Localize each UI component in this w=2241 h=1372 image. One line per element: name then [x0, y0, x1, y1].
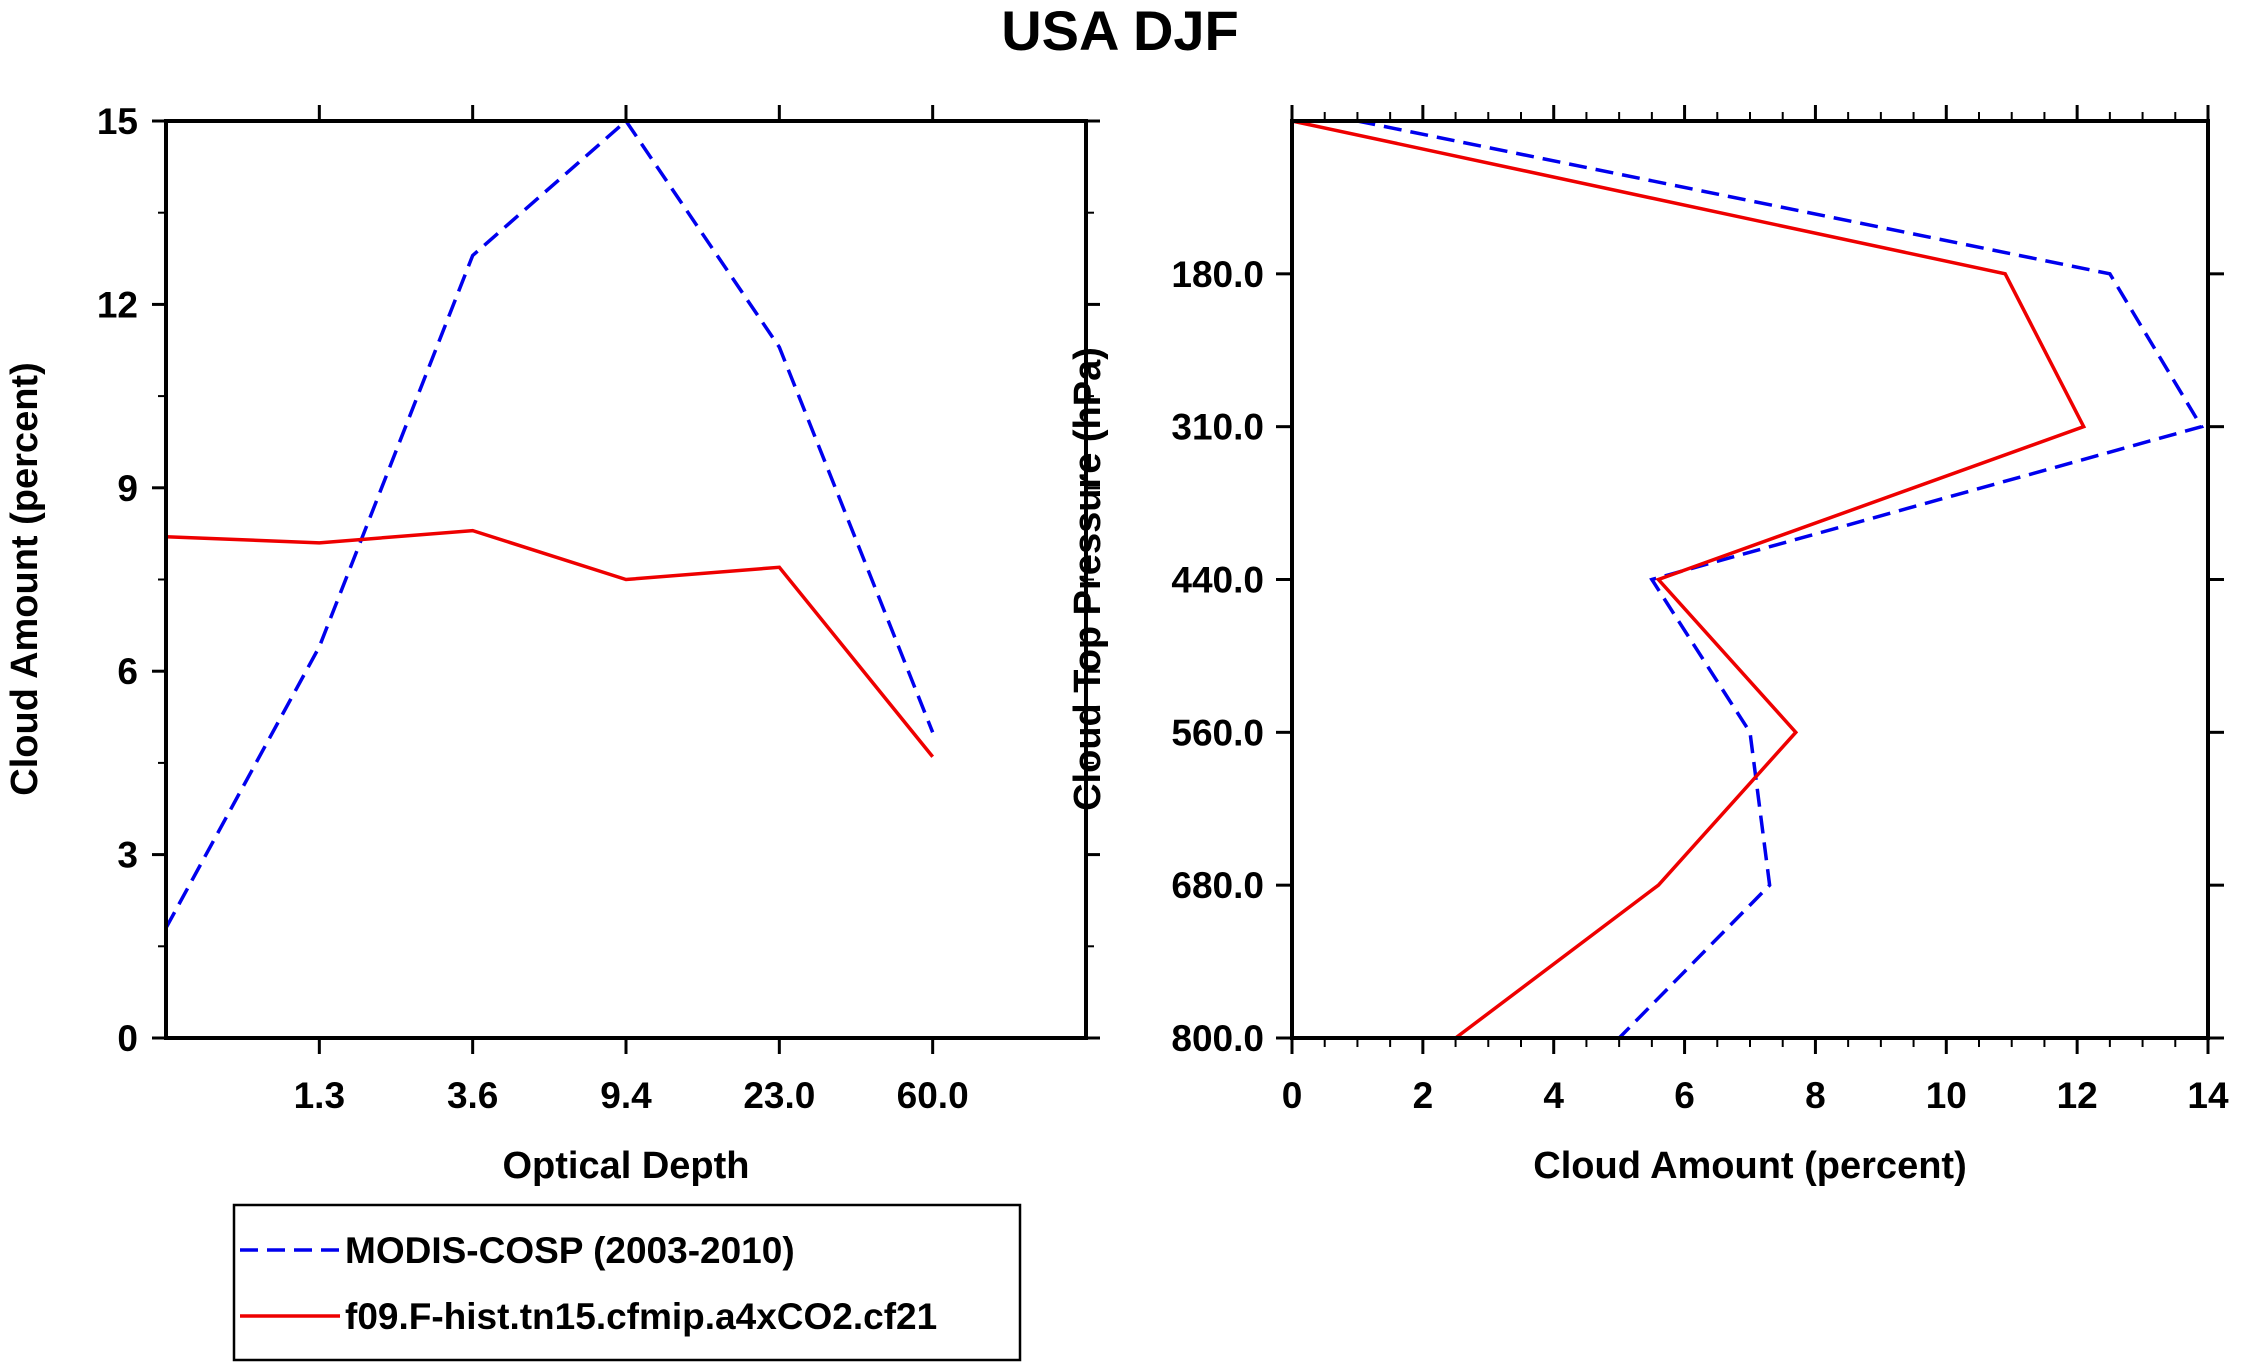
right-y-tick-label: 800.0: [1171, 1018, 1264, 1059]
right-x-tick-label: 2: [1413, 1075, 1434, 1116]
left-y-tick-label: 12: [97, 284, 138, 325]
left-y-tick-label: 3: [117, 835, 138, 876]
left-x-tick-label: 23.0: [743, 1075, 815, 1116]
left-y-axis-label: Cloud Amount (percent): [4, 362, 46, 795]
right-y-tick-label: 560.0: [1171, 712, 1264, 753]
right-x-tick-label: 8: [1805, 1075, 1826, 1116]
right-series-line-model: [1291, 119, 2087, 1040]
figure-title: USA DJF: [1001, 0, 1239, 62]
left-x-tick-label: 9.4: [600, 1075, 652, 1116]
legend-box: [232, 1203, 1022, 1362]
legend-label-obs: MODIS-COSP (2003-2010): [345, 1230, 795, 1271]
right-plot-frame: [1290, 119, 2210, 1040]
right-x-tick-label: 10: [1926, 1075, 1967, 1116]
right-y-axis-label: Cloud Top Pressure (hPa): [1067, 347, 1109, 811]
right-x-tick-label: 12: [2057, 1075, 2098, 1116]
left-series-line-obs: [164, 118, 935, 929]
legend-label-model: f09.F-hist.tn15.cfmip.a4xCO2.cf21: [345, 1296, 937, 1337]
pressure-profile-panel: 0 2 4 6 8 10 12 14 180.0 310.0 440.0 560.0 680.0 800.…: [1067, 105, 2229, 1187]
right-x-tick-label: 6: [1674, 1075, 1695, 1116]
left-x-tick-label: 60.0: [897, 1075, 969, 1116]
right-series-line-obs: [1357, 119, 2205, 1040]
left-series-line-model: [165, 528, 935, 758]
left-y-tick-label: 15: [97, 101, 138, 142]
right-y-tick-label: 310.0: [1171, 407, 1264, 448]
right-y-tick-label: 440.0: [1171, 560, 1264, 601]
left-y-tick-label: 9: [117, 468, 138, 509]
right-x-tick-label: 14: [2187, 1075, 2229, 1116]
left-x-tick-label: 1.3: [294, 1075, 345, 1116]
left-plot-frame: [164, 119, 1088, 1040]
right-x-axis-label: Cloud Amount (percent): [1533, 1145, 1966, 1187]
left-x-axis-label: Optical Depth: [502, 1145, 749, 1187]
right-x-tick-label: 0: [1282, 1075, 1303, 1116]
left-y-tick-label: 6: [117, 651, 138, 692]
legend: MODIS-COSP (2003-2010) f09.F-hist.tn15.c…: [232, 1203, 1022, 1362]
right-x-tick-label: 4: [1543, 1075, 1564, 1116]
right-y-tick-label: 180.0: [1171, 254, 1264, 295]
right-y-tick-label: 680.0: [1171, 865, 1264, 906]
left-y-tick-label: 0: [117, 1018, 138, 1059]
left-x-tick-label: 3.6: [447, 1075, 498, 1116]
